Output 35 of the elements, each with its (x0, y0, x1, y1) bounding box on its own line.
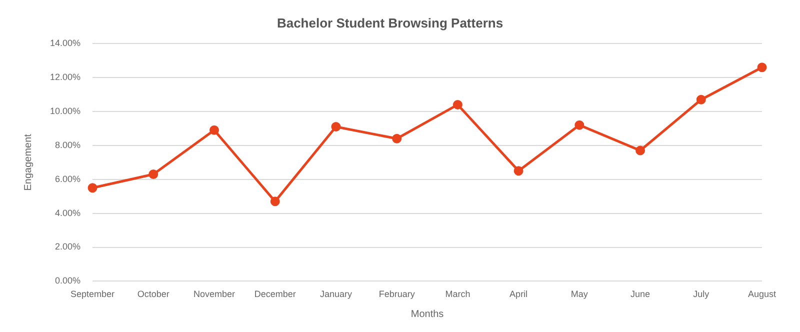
x-tick-label: March (445, 289, 470, 300)
x-tick-label: June (630, 289, 650, 300)
point (88, 183, 98, 193)
y-tick-label: 10.00% (50, 106, 81, 116)
y-tick-label: 4.00% (54, 208, 81, 218)
point (574, 120, 584, 130)
y-tick-label: 2.00% (54, 242, 81, 252)
x-tick-label: May (570, 289, 588, 300)
x-axis-title: Months (410, 308, 444, 320)
x-tick-label: February (378, 289, 416, 300)
y-axis-title: Engagement (22, 134, 34, 191)
point (514, 166, 524, 176)
y-tick-label: 0.00% (54, 276, 81, 286)
y-tick-label: 6.00% (54, 174, 81, 184)
x-tick-label: April (510, 289, 528, 300)
point (757, 62, 767, 72)
point (331, 122, 341, 132)
x-tick-label: January (320, 289, 352, 300)
point (148, 170, 158, 180)
point (209, 125, 219, 135)
x-tick-label: November (193, 289, 236, 300)
point (270, 196, 280, 206)
x-tick-label: September (70, 289, 115, 300)
x-tick-label: December (254, 289, 296, 300)
point (452, 100, 462, 110)
point (696, 94, 706, 104)
point (392, 134, 402, 144)
y-tick-label: 14.00% (50, 38, 81, 48)
y-tick-label: 12.00% (50, 72, 81, 82)
y-tick-label: 8.00% (54, 140, 81, 150)
point (636, 146, 646, 156)
x-tick-label: October (137, 289, 170, 300)
chart-title: Bachelor Student Browsing Patterns (276, 15, 504, 30)
x-tick-label: August (748, 289, 777, 300)
x-tick-label: July (693, 289, 710, 300)
